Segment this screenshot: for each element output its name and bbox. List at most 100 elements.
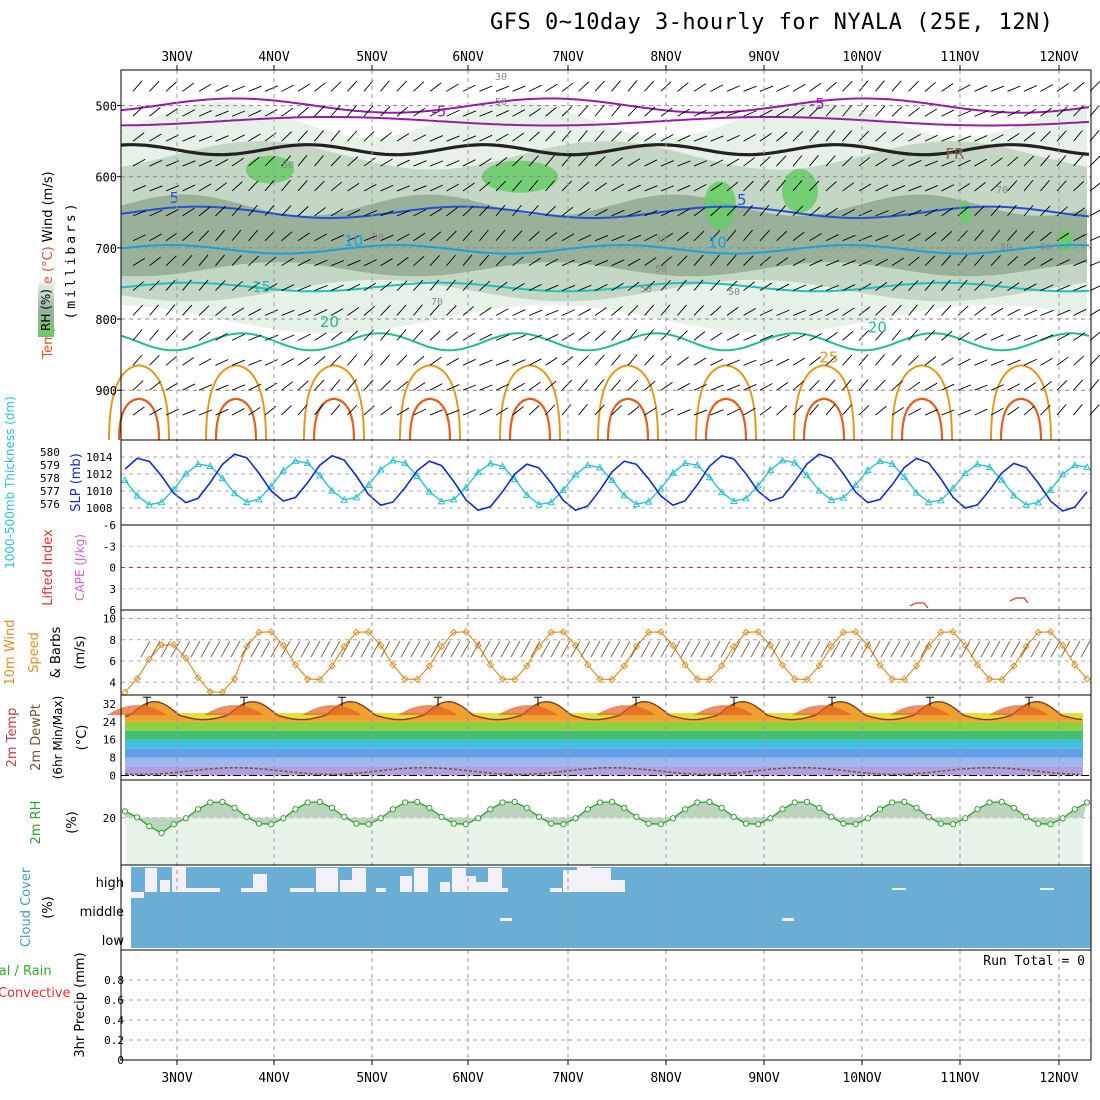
wind-barb-10m	[1080, 640, 1091, 658]
wind-barb	[677, 409, 691, 416]
wind-barb	[512, 204, 522, 217]
wind-barb	[726, 134, 740, 142]
temp-contour-label: 5	[170, 189, 180, 207]
thickness-marker	[242, 498, 251, 506]
wind-barb-10m	[400, 640, 411, 658]
wind-barb-10m	[740, 640, 751, 658]
wind-barb	[446, 384, 460, 391]
wind-barb	[1007, 109, 1021, 117]
wind-barb	[528, 179, 539, 192]
rh2m-marker	[1083, 799, 1091, 806]
wind-barb	[792, 334, 806, 341]
wind-barb	[644, 329, 654, 341]
wind-barb	[842, 354, 853, 366]
rh-shade-90	[482, 160, 558, 193]
wind-barb	[512, 109, 526, 117]
rh2m-marker	[1059, 815, 1066, 822]
wind-barb	[512, 334, 526, 341]
wind-barb	[1007, 282, 1020, 291]
wind-speed-marker	[693, 675, 702, 683]
wind-speed-line	[124, 631, 1088, 693]
cloud-gap	[500, 918, 512, 921]
wind-barb	[132, 80, 143, 92]
wind-barb	[677, 304, 687, 316]
wind-barb	[726, 85, 741, 92]
temp-color-band	[125, 748, 1083, 758]
rh2m-marker	[657, 821, 664, 828]
wind-barb	[132, 132, 145, 142]
wind-barb	[446, 109, 460, 117]
wind-barb	[990, 229, 1001, 242]
thickness-marker	[656, 484, 665, 492]
thickness-marker	[255, 495, 263, 503]
wind-barb	[231, 255, 242, 266]
cloud-gap	[577, 866, 591, 892]
wind-barb	[990, 334, 1004, 341]
wind-barb	[231, 280, 243, 291]
wind-barb	[1040, 309, 1054, 316]
wind-barb-10m	[440, 640, 451, 658]
rh-ylabel: RH (%)	[38, 283, 54, 337]
wind-barb	[693, 357, 707, 366]
wind-barb	[693, 83, 706, 92]
wind-barb	[875, 105, 886, 117]
wind-barb	[578, 284, 592, 291]
temp-contour-30	[312, 397, 356, 441]
wind-barb	[825, 81, 837, 92]
wind-barb	[215, 84, 229, 92]
freezing-level-contour	[120, 143, 1090, 157]
wind-barb	[941, 160, 955, 167]
wind-barb	[149, 381, 161, 391]
wind-barb	[545, 130, 556, 142]
wind-barb	[1056, 404, 1067, 416]
rh2m-marker	[694, 799, 701, 806]
thickness-marker	[596, 463, 604, 471]
wind-barb	[776, 257, 789, 267]
wind-barb	[132, 158, 146, 167]
wind-barb	[297, 404, 308, 416]
wind-barb	[759, 109, 773, 117]
wind-barb	[842, 404, 853, 416]
thickness-marker	[863, 466, 872, 474]
rh2m-marker	[146, 823, 153, 830]
wind-barb-10m	[930, 640, 941, 658]
wind-barb	[1040, 107, 1053, 117]
rh2m-marker	[913, 804, 920, 811]
cloud-gap	[892, 888, 906, 890]
wind-barb	[990, 180, 1002, 192]
wind-barb	[743, 204, 753, 217]
wind-speed-marker	[815, 662, 823, 670]
rh-legend-swatch	[38, 283, 54, 337]
slp-tick: 1012	[86, 468, 113, 481]
wind-barb	[429, 356, 442, 366]
wind-barb	[132, 329, 143, 341]
wind-barb	[1040, 404, 1051, 416]
wind-barb	[545, 180, 555, 192]
thickness-marker	[900, 472, 909, 480]
wind-barb	[677, 330, 688, 341]
rh2m-marker	[925, 813, 932, 820]
wind-barb	[528, 205, 539, 217]
wind-barb	[165, 108, 178, 117]
thickness-marker	[547, 498, 556, 506]
wind-speed-marker	[255, 628, 263, 637]
wind-speed-marker	[182, 654, 190, 662]
wind-barb	[149, 80, 160, 92]
rh2m-marker	[742, 820, 750, 827]
wind-barb-10m	[380, 640, 391, 658]
wind-barb	[858, 306, 871, 316]
wind-barb	[495, 255, 507, 266]
cloud-gap	[1040, 888, 1054, 890]
thickness-marker	[462, 483, 470, 491]
wind-barb	[644, 257, 657, 267]
wind-barb	[660, 279, 671, 291]
wind-speed-marker	[498, 675, 507, 683]
wind-speed-marker	[596, 675, 604, 683]
wind-barb	[809, 130, 820, 142]
wind-barb-10m	[420, 640, 431, 658]
cloud-gap	[376, 888, 386, 892]
cloud-gap	[440, 882, 450, 892]
wind-barb	[627, 379, 639, 391]
wind-barb	[743, 85, 757, 92]
wind-barb	[528, 334, 543, 341]
